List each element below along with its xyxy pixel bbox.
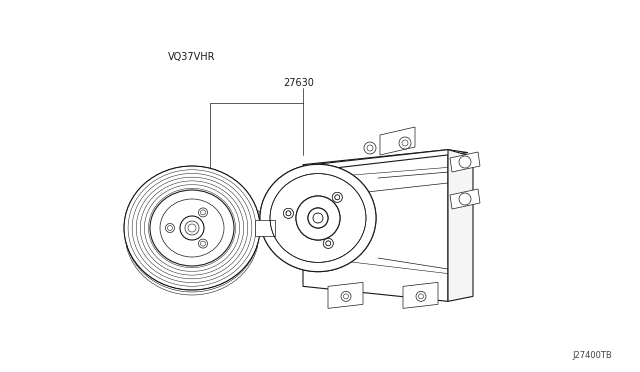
Polygon shape [303, 150, 448, 301]
Text: J27400TB: J27400TB [572, 351, 612, 360]
Text: VQ37VHR: VQ37VHR [168, 52, 216, 62]
Polygon shape [450, 189, 480, 209]
FancyBboxPatch shape [255, 220, 275, 236]
Circle shape [284, 208, 294, 218]
Circle shape [308, 208, 328, 228]
Ellipse shape [124, 166, 260, 290]
Circle shape [166, 224, 175, 232]
Circle shape [296, 196, 340, 240]
Circle shape [198, 208, 207, 217]
Polygon shape [380, 127, 415, 155]
Polygon shape [450, 152, 480, 172]
Circle shape [332, 192, 342, 202]
Circle shape [296, 196, 340, 240]
Circle shape [198, 239, 207, 248]
Circle shape [332, 192, 342, 202]
Text: 27630: 27630 [283, 78, 314, 88]
Circle shape [341, 291, 351, 301]
Ellipse shape [260, 164, 376, 272]
Text: 27633: 27633 [168, 232, 199, 242]
Circle shape [323, 238, 333, 248]
Circle shape [399, 137, 411, 149]
Circle shape [416, 291, 426, 301]
Circle shape [323, 238, 333, 248]
Polygon shape [403, 282, 438, 308]
Circle shape [308, 208, 328, 228]
Circle shape [364, 142, 376, 154]
Polygon shape [328, 282, 363, 308]
Polygon shape [448, 150, 473, 301]
Circle shape [180, 216, 204, 240]
Circle shape [284, 208, 294, 218]
Ellipse shape [150, 190, 234, 266]
Polygon shape [313, 150, 468, 168]
Ellipse shape [260, 164, 376, 272]
Circle shape [185, 221, 199, 235]
